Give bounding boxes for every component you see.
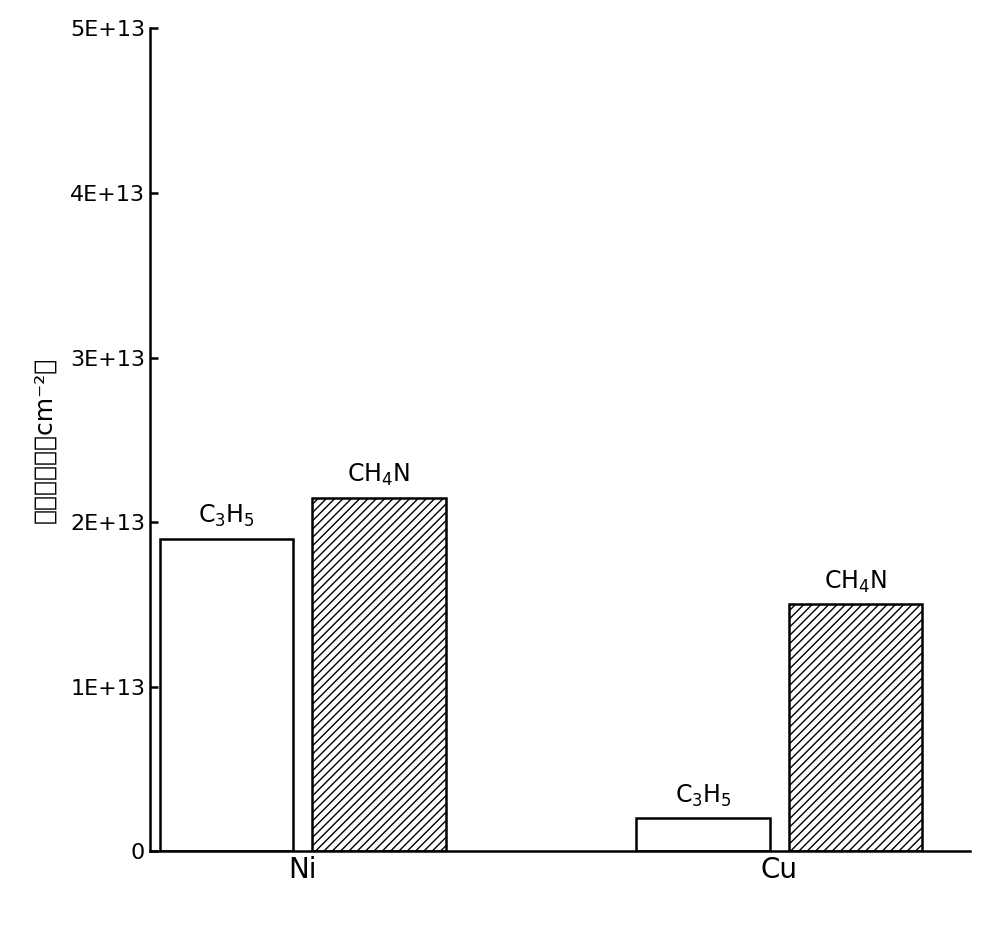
Text: $\mathrm{C_3H_5}$: $\mathrm{C_3H_5}$ [675,782,732,809]
Text: $\mathrm{CH_4N}$: $\mathrm{CH_4N}$ [824,569,887,595]
Bar [312,498,446,851]
Y-axis label: 捕获金属量（cm⁻²）: 捕获金属量（cm⁻²） [32,357,56,523]
Bar [789,604,922,851]
Text: $\mathrm{CH_4N}$: $\mathrm{CH_4N}$ [347,462,410,487]
Bar [160,538,293,851]
Text: $\mathrm{C_3H_5}$: $\mathrm{C_3H_5}$ [198,502,255,529]
Bar [636,818,770,851]
